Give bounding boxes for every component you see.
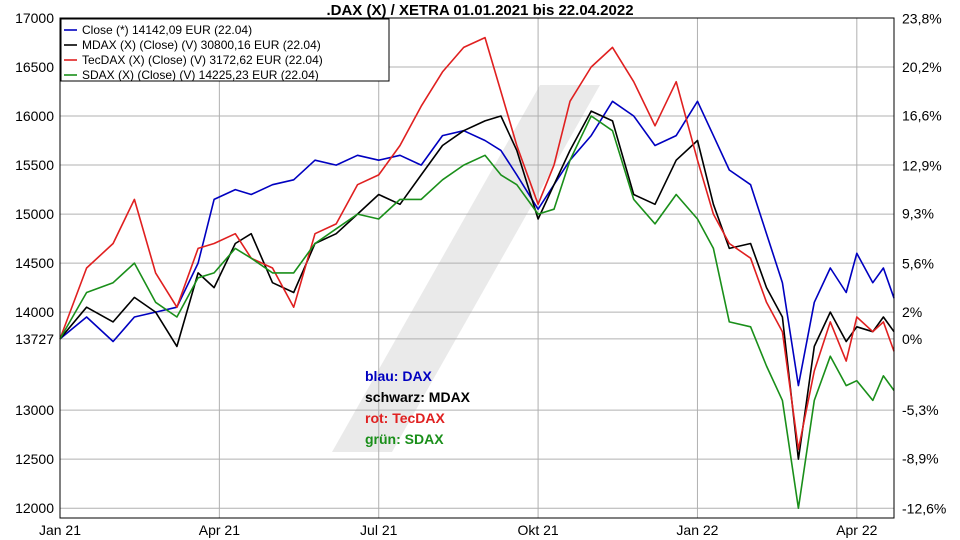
annotation-label: schwarz: MDAX (365, 389, 471, 405)
y-left-tick-label: 13000 (15, 402, 54, 418)
y-right-tick-label: 23,8% (902, 11, 942, 27)
legend-entry: SDAX (X) (Close) (V) 14225,23 EUR (22.04… (82, 68, 319, 82)
y-right-tick-label: 5,6% (902, 256, 934, 272)
y-left-tick-label: 17000 (15, 10, 54, 26)
x-tick-label: Apr 22 (836, 522, 877, 538)
y-left-tick-label: 16000 (15, 108, 54, 124)
y-right-tick-label: -12,6% (902, 500, 946, 516)
y-axis-right: 23,8% 20,2% 16,6% 12,9% 9,3% 5,6% 2% 0% -5,3% -8,… (902, 11, 946, 517)
series-line-2 (59, 36, 895, 451)
y-left-tick-label: 14500 (15, 255, 54, 271)
series-line-0 (59, 100, 895, 387)
y-left-tick-label: 16500 (15, 59, 54, 75)
x-axis: Jan 21 Apr 21 Jul 21 Okt 21 Jan 22 Apr 22 (39, 522, 878, 538)
y-left-tick-label: 15500 (15, 157, 54, 173)
x-tick-label: Apr 21 (199, 522, 240, 538)
legend-entry: TecDAX (X) (Close) (V) 3172,62 EUR (22.0… (82, 53, 323, 67)
y-right-tick-label: 12,9% (902, 157, 942, 173)
legend: Close (*) 14142,09 EUR (22.04)MDAX (X) (… (60, 18, 390, 82)
chart-title: .DAX (X) / XETRA 01.01.2021 bis 22.04.20… (326, 2, 633, 19)
x-tick-label: Jul 21 (360, 522, 398, 538)
y-axis-left: 12000 12500 13000 13727 14000 14500 15000 15500… (15, 10, 54, 516)
series-lines (59, 36, 895, 510)
series-line-3 (59, 115, 895, 510)
legend-entry: Close (*) 14142,09 EUR (22.04) (82, 23, 252, 37)
legend-box (60, 18, 390, 82)
annotation-label: grün: SDAX (365, 431, 444, 447)
x-tick-label: Okt 21 (517, 522, 558, 538)
y-right-tick-label: 20,2% (902, 59, 942, 75)
annotation-label: blau: DAX (365, 368, 433, 384)
y-left-tick-label: 12000 (15, 500, 54, 516)
y-right-tick-label: -5,3% (902, 402, 939, 418)
y-right-tick-label: 9,3% (902, 206, 934, 222)
legend-entry: MDAX (X) (Close) (V) 30800,16 EUR (22.04… (82, 38, 321, 52)
y-left-tick-label: 15000 (15, 206, 54, 222)
y-right-tick-label: 16,6% (902, 107, 942, 123)
y-right-tick-label: -8,9% (902, 451, 939, 467)
x-tick-label: Jan 21 (39, 522, 81, 538)
plot-frame (59, 17, 895, 519)
annotation-label: rot: TecDAX (365, 410, 446, 426)
y-left-tick-label: 13727 (15, 331, 54, 347)
y-right-tick-label: 2% (902, 304, 922, 320)
series-annotations: blau: DAX schwarz: MDAX rot: TecDAX grün: S… (365, 368, 471, 447)
y-right-tick-label: 0% (902, 331, 922, 347)
watermark-logo (332, 85, 600, 452)
x-tick-label: Jan 22 (676, 522, 718, 538)
y-left-tick-label: 14000 (15, 304, 54, 320)
y-left-tick-label: 12500 (15, 451, 54, 467)
